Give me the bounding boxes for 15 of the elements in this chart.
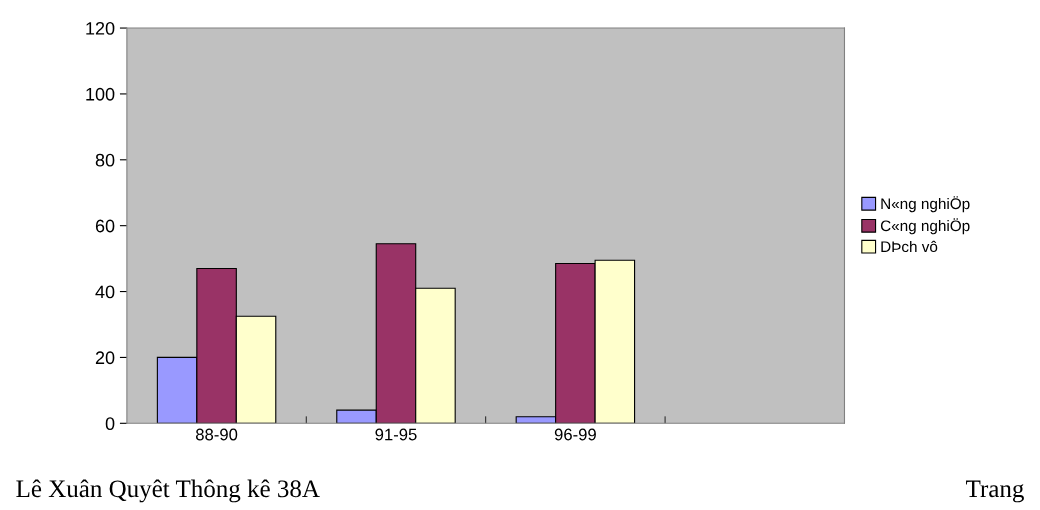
x-tick-label: 88-90 bbox=[195, 428, 238, 441]
y-tick-label: 100 bbox=[86, 87, 115, 101]
y-tick-label: 40 bbox=[95, 285, 115, 299]
y-tick-label: 80 bbox=[95, 153, 115, 167]
y-tick-label: 120 bbox=[86, 21, 115, 35]
legend-label: C«ng nghiÖp bbox=[880, 218, 970, 235]
text: Trang bbox=[966, 480, 1024, 503]
y-tick-label: 0 bbox=[105, 417, 115, 431]
legend-label: DÞch vô bbox=[881, 240, 938, 253]
x-tick-label: 91-95 bbox=[375, 428, 417, 441]
x-tick-label: 96-99 bbox=[554, 428, 596, 441]
legend-label: N«ng nghiÖp bbox=[881, 196, 970, 213]
y-tick-label: 20 bbox=[95, 351, 115, 365]
text: Lê Xuân Quyêt Thông kê 38A bbox=[16, 479, 320, 503]
y-tick-label: 60 bbox=[95, 219, 115, 233]
